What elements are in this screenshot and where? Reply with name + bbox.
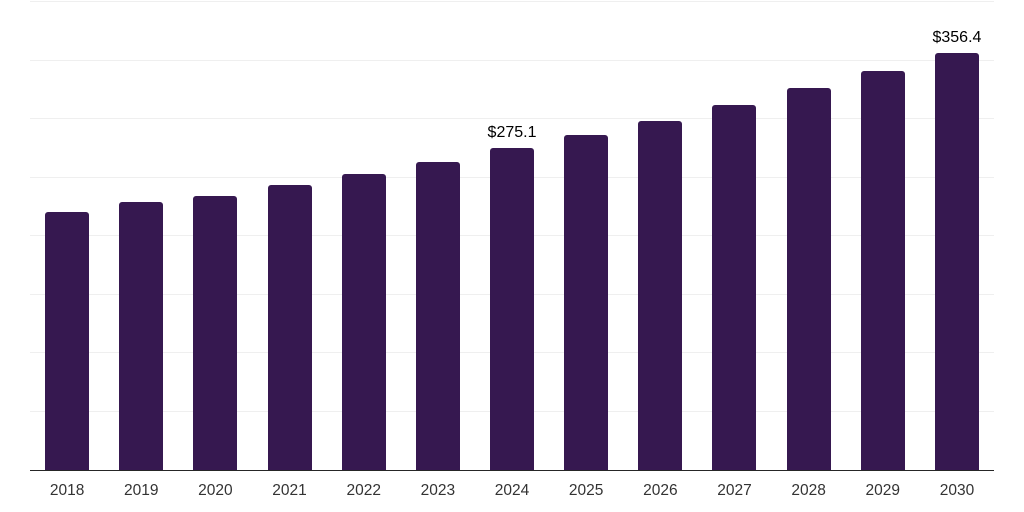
bar-2029 — [860, 71, 905, 470]
bar-slot — [623, 2, 697, 470]
bar-slot — [846, 2, 920, 470]
x-axis-label: 2023 — [420, 482, 456, 499]
bar-slot — [104, 2, 178, 470]
x-axis-labels: 2018 2019 2020 2021 2022 2023 2024 2025 2026 2027… — [30, 482, 994, 501]
plot-area: $275.1 $356.4 — [30, 1, 994, 471]
bar-2026 — [638, 120, 683, 470]
bar-value-label: $275.1 — [487, 124, 537, 142]
gridline — [30, 118, 994, 119]
x-axis-label: 2029 — [865, 482, 901, 499]
x-axis-label: 2018 — [49, 482, 85, 499]
bar-slot — [697, 2, 771, 470]
gridline — [30, 59, 994, 61]
x-axis-label: 2027 — [717, 482, 752, 499]
x-axis-label: 2019 — [123, 482, 159, 499]
bar-slot — [252, 2, 326, 470]
bar-slot: $356.4 — [920, 2, 994, 470]
x-axis-label: 2030 — [939, 482, 975, 499]
bar-2021 — [267, 184, 312, 470]
bar-2025 — [564, 134, 609, 470]
bar-slot — [549, 2, 623, 470]
gridline — [30, 1, 994, 2]
bar-2020 — [193, 195, 238, 470]
bar-slot — [401, 2, 475, 470]
bar-slot — [30, 2, 104, 470]
x-axis-label: 2026 — [643, 482, 678, 499]
bar-value-label: $356.4 — [932, 29, 982, 47]
bar-slot: $275.1 — [475, 2, 549, 470]
bar-slot — [178, 2, 252, 470]
bar-2019 — [119, 202, 164, 470]
bars-row: $275.1 $356.4 — [30, 2, 994, 470]
x-axis-label: 2020 — [198, 482, 233, 499]
x-axis-label: 2024 — [494, 482, 530, 499]
bar-2027 — [712, 104, 757, 470]
bar-2024 — [490, 148, 535, 470]
bar-slot — [772, 2, 846, 470]
x-axis-label: 2025 — [568, 482, 604, 499]
bar-slot — [327, 2, 401, 470]
x-axis-label: 2021 — [272, 482, 307, 499]
x-axis-label: 2022 — [346, 482, 381, 499]
x-axis-label: 2028 — [791, 482, 826, 499]
bar-2030 — [934, 53, 979, 470]
bar-2028 — [786, 88, 831, 470]
bar-2018 — [45, 212, 90, 470]
x-axis-line — [30, 469, 994, 471]
bar-2022 — [341, 174, 386, 470]
bar-2023 — [415, 162, 460, 470]
